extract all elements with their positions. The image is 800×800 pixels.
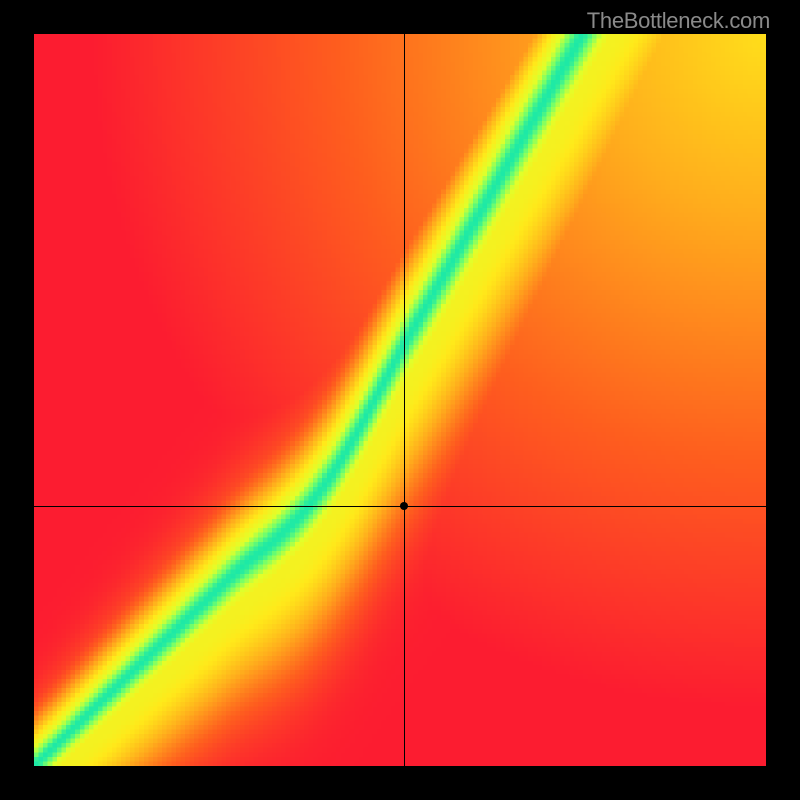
heatmap-plot [34, 34, 766, 766]
crosshair-vertical [404, 34, 405, 766]
figure-frame: TheBottleneck.com [0, 0, 800, 800]
heatmap-canvas [34, 34, 766, 766]
crosshair-point [400, 502, 408, 510]
watermark-text: TheBottleneck.com [587, 8, 770, 34]
